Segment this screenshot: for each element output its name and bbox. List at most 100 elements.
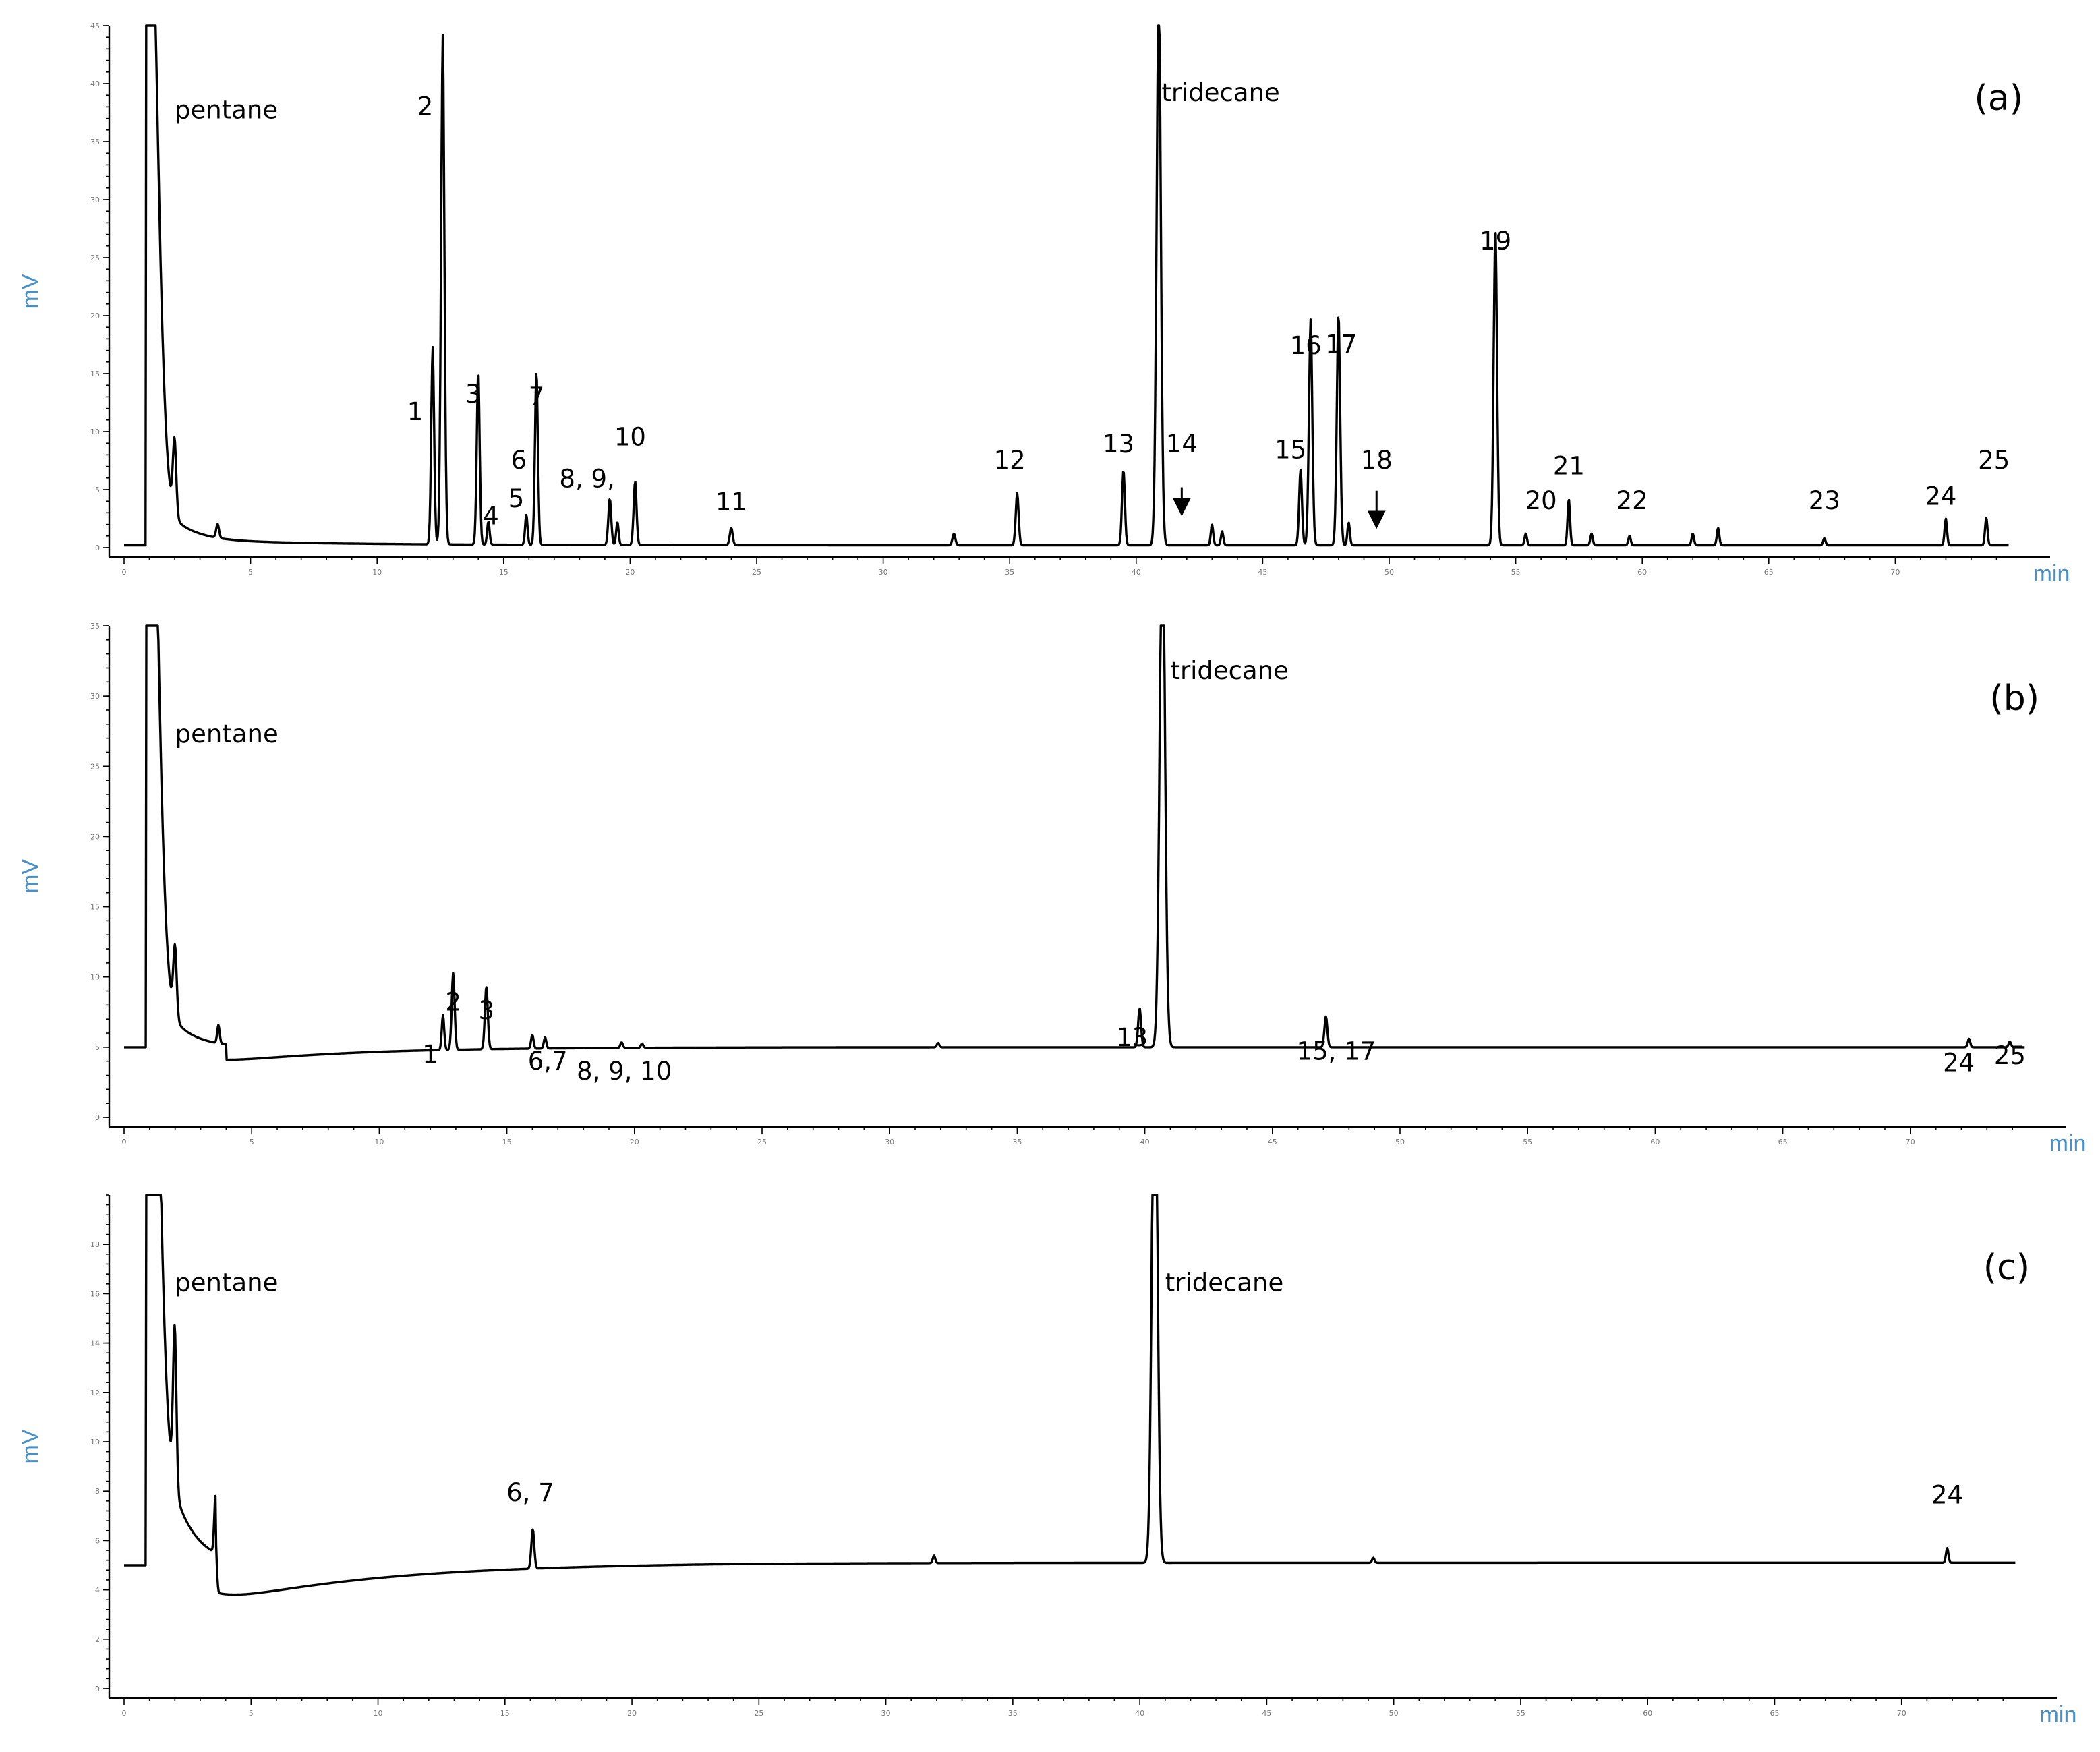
- y-tick-label: 15: [90, 370, 100, 378]
- peak-label: 18: [1361, 446, 1393, 475]
- x-tick-label: 35: [1005, 568, 1014, 577]
- x-tick-label: 30: [885, 1138, 894, 1146]
- peak-label: 21: [1553, 452, 1585, 481]
- x-tick-label: 70: [1906, 1138, 1915, 1146]
- peak-label: 24: [1943, 1048, 1975, 1077]
- x-tick-label: 40: [1132, 568, 1141, 577]
- x-tick-label: 40: [1135, 1709, 1144, 1718]
- y-tick-label: 25: [90, 762, 100, 771]
- y-tick-label: 10: [90, 973, 100, 982]
- peak-label: 16: [1290, 331, 1322, 360]
- y-tick-label: 10: [90, 428, 100, 436]
- peak-label: 7: [529, 382, 545, 411]
- y-tick-label: 45: [90, 22, 100, 30]
- peak-label: 24: [1925, 481, 1956, 510]
- x-tick-label: 55: [1516, 1709, 1525, 1718]
- peak-label: pentane: [175, 1268, 278, 1297]
- peak-label: pentane: [175, 96, 278, 125]
- x-tick-label: 0: [122, 1138, 127, 1146]
- x-tick-label: 15: [499, 568, 508, 577]
- y-axis-title: mV: [18, 859, 43, 894]
- x-axis-title: min: [2033, 561, 2070, 587]
- annotation-arrowhead: [1367, 510, 1386, 529]
- x-tick-label: 65: [1770, 1709, 1779, 1718]
- y-tick-label: 30: [90, 692, 100, 701]
- x-tick-label: 70: [1897, 1709, 1906, 1718]
- x-tick-label: 50: [1395, 1138, 1405, 1146]
- peak-label: 8, 9, 10: [577, 1057, 672, 1086]
- peak-label: 24: [1931, 1481, 1963, 1510]
- x-tick-label: 25: [754, 1709, 763, 1718]
- peak-label: tridecane: [1161, 78, 1279, 107]
- panel-label: (b): [1989, 678, 2039, 719]
- peak-label: 15: [1275, 436, 1306, 465]
- chromatogram-trace: [124, 24, 2010, 547]
- y-axis-title: mV: [18, 274, 43, 308]
- peak-label: 11: [716, 488, 747, 517]
- y-tick-label: 8: [95, 1487, 100, 1496]
- chromatogram-trace: [124, 1194, 2016, 1596]
- y-tick-label: 30: [90, 196, 100, 204]
- y-tick-label: 12: [90, 1389, 100, 1397]
- x-tick-label: 30: [881, 1709, 891, 1718]
- peak-label: tridecane: [1165, 1268, 1283, 1297]
- y-tick-label: 25: [90, 254, 100, 262]
- peak-label: 2: [445, 988, 461, 1017]
- y-tick-label: 10: [90, 1438, 100, 1447]
- peak-label: 14: [1166, 430, 1198, 459]
- x-tick-label: 50: [1384, 568, 1394, 577]
- peak-label: 6: [511, 446, 527, 475]
- y-tick-label: 20: [90, 832, 100, 841]
- x-axis-title: min: [2040, 1702, 2077, 1728]
- y-tick-label: 40: [90, 80, 100, 88]
- x-tick-label: 50: [1389, 1709, 1399, 1718]
- x-tick-label: 10: [372, 568, 382, 577]
- x-tick-label: 35: [1008, 1709, 1018, 1718]
- x-tick-label: 60: [1650, 1138, 1660, 1146]
- peak-label: 13: [1116, 1023, 1148, 1052]
- y-tick-label: 0: [95, 1685, 100, 1693]
- peak-label: 6,7: [528, 1047, 568, 1076]
- x-tick-label: 5: [250, 1138, 254, 1146]
- y-tick-label: 35: [90, 138, 100, 146]
- x-axis-title: min: [2049, 1131, 2087, 1157]
- peak-label: 12: [994, 446, 1026, 475]
- x-tick-label: 45: [1262, 1709, 1271, 1718]
- x-tick-label: 45: [1258, 568, 1267, 577]
- x-tick-label: 65: [1764, 568, 1774, 577]
- panel-label: (c): [1983, 1248, 2030, 1288]
- x-tick-label: 40: [1140, 1138, 1150, 1146]
- y-tick-label: 6: [95, 1536, 100, 1545]
- y-tick-label: 16: [90, 1289, 100, 1298]
- x-tick-label: 15: [502, 1138, 512, 1146]
- y-tick-label: 5: [95, 486, 100, 494]
- y-tick-label: 15: [90, 903, 100, 912]
- chromatogram-panel-b: 0 5 10 15 20 25 30 35 40 45 50 55 60 65 70 0 5 10 15 20 25 30…: [18, 622, 2086, 1157]
- x-tick-label: 25: [757, 1138, 767, 1146]
- peak-label: 1: [422, 1040, 438, 1069]
- x-tick-label: 70: [1890, 568, 1900, 577]
- y-axis-title: mV: [18, 1429, 43, 1463]
- y-tick-label: 4: [95, 1586, 100, 1595]
- y-tick-label: 18: [90, 1240, 100, 1249]
- x-tick-label: 10: [374, 1709, 383, 1718]
- peak-label: 2: [417, 92, 434, 121]
- peak-label: 25: [1994, 1041, 2026, 1070]
- peak-label: 17: [1325, 330, 1357, 359]
- panel-label: (a): [1975, 78, 2023, 119]
- peak-label: 19: [1480, 227, 1511, 256]
- peak-label: 25: [1978, 446, 2010, 475]
- peak-label: 22: [1616, 486, 1648, 515]
- x-tick-label: 20: [630, 1138, 639, 1146]
- x-tick-label: 0: [122, 1709, 127, 1718]
- x-tick-label: 60: [1643, 1709, 1652, 1718]
- x-tick-label: 25: [752, 568, 761, 577]
- y-tick-label: 35: [90, 622, 100, 631]
- x-tick-label: 45: [1268, 1138, 1277, 1146]
- peak-label: 10: [614, 423, 646, 452]
- chromatogram-panel-a: 0 5 10 15 20 25 30 35 40 45 50 55 60 65 70051015202530…: [18, 22, 2070, 587]
- peak-label: 3: [465, 380, 482, 409]
- peak-label: 6, 7: [506, 1478, 554, 1507]
- x-tick-label: 60: [1637, 568, 1647, 577]
